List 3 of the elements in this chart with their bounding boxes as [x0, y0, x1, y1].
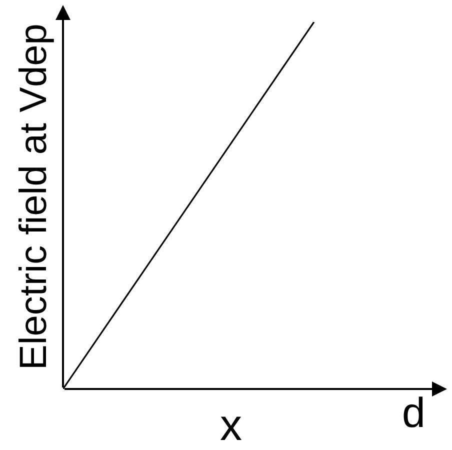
text: d: [402, 389, 426, 436]
x-axis-title: x: [220, 401, 242, 450]
y-axis-title: Electric field at Vdep: [13, 24, 55, 370]
